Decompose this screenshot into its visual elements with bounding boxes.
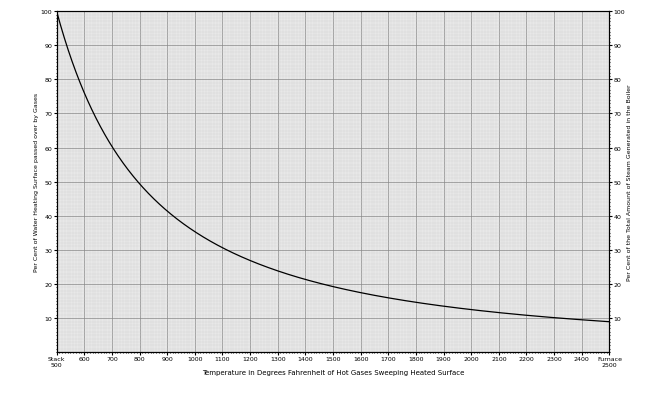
Y-axis label: Per Cent of Water Heating Surface passed over by Gases: Per Cent of Water Heating Surface passed… bbox=[35, 93, 39, 272]
X-axis label: Temperature in Degrees Fahrenheit of Hot Gases Sweeping Heated Surface: Temperature in Degrees Fahrenheit of Hot… bbox=[202, 369, 464, 375]
Y-axis label: Per Cent of the Total Amount of Steam Generated in the Boiler: Per Cent of the Total Amount of Steam Ge… bbox=[627, 84, 631, 280]
